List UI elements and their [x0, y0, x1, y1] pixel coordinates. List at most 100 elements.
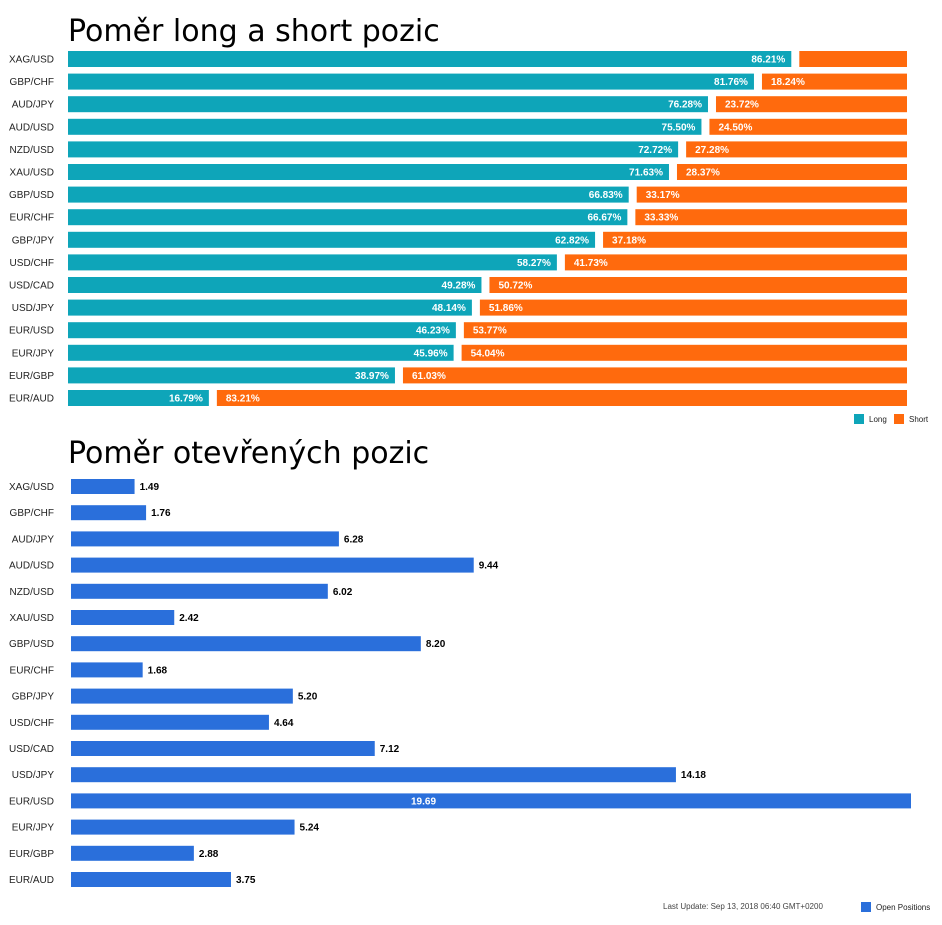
- chart-title-long-short: Poměr long a short pozic: [68, 14, 440, 49]
- long-bar-eur-jpy: [68, 344, 454, 361]
- open-bar-usd-chf: [71, 714, 269, 730]
- short-bar-eur-aud: [216, 390, 907, 406]
- short-label-eur-jpy: 54.04%: [471, 348, 505, 359]
- short-label-xau-usd: 28.37%: [686, 168, 720, 179]
- short-label-eur-gbp: 61.03%: [412, 371, 446, 382]
- long-bar-nzd-usd: [68, 141, 679, 158]
- long-bar-gbp-chf: [68, 73, 754, 90]
- open-bar-xau-usd: [71, 610, 175, 625]
- long-label-usd-chf: 58.27%: [517, 258, 551, 269]
- open-bar-eur-chf: [71, 662, 143, 678]
- long-label-aud-usd: 75.50%: [662, 122, 696, 133]
- open-label-xag-usd: 1.49: [140, 482, 160, 493]
- short-bar-aud-jpy: [715, 96, 907, 113]
- open-bar-gbp-jpy: [71, 688, 293, 704]
- short-label-gbp-usd: 33.17%: [646, 190, 680, 201]
- long-label-eur-usd: 46.23%: [416, 326, 450, 337]
- long-bar-eur-aud: [68, 390, 209, 406]
- open-category-label-usd-chf: USD/CHF: [10, 718, 54, 729]
- long-bar-usd-chf: [68, 254, 557, 271]
- long-bar-aud-usd: [68, 118, 702, 135]
- open-bar-aud-jpy: [71, 531, 339, 547]
- short-label-gbp-chf: 18.24%: [771, 77, 805, 88]
- long-bar-xag-usd: [68, 51, 792, 67]
- long-bar-eur-chf: [68, 209, 628, 226]
- long-label-usd-jpy: 48.14%: [432, 303, 466, 314]
- long-bar-gbp-usd: [68, 186, 629, 203]
- category-label-eur-usd: EUR/USD: [9, 326, 54, 337]
- open-label-eur-jpy: 5.24: [300, 823, 320, 834]
- open-category-label-xag-usd: XAG/USD: [9, 482, 54, 493]
- category-label-eur-gbp: EUR/GBP: [9, 371, 54, 382]
- open-label-usd-cad: 7.12: [380, 744, 400, 755]
- open-label-eur-aud: 3.75: [236, 875, 256, 886]
- short-label-usd-chf: 41.73%: [574, 258, 608, 269]
- long-label-xau-usd: 71.63%: [629, 168, 663, 179]
- short-label-aud-usd: 24.50%: [718, 122, 752, 133]
- open-category-label-eur-usd: EUR/USD: [9, 796, 54, 807]
- long-bar-xau-usd: [68, 164, 669, 180]
- long-label-gbp-usd: 66.83%: [589, 190, 623, 201]
- long-label-eur-jpy: 45.96%: [414, 348, 448, 359]
- open-bar-eur-usd: [71, 793, 911, 809]
- open-category-label-eur-aud: EUR/AUD: [9, 875, 54, 886]
- category-label-usd-chf: USD/CHF: [10, 258, 54, 269]
- short-bar-nzd-usd: [686, 141, 907, 158]
- short-label-eur-chf: 33.33%: [644, 213, 678, 224]
- short-bar-gbp-jpy: [603, 231, 907, 248]
- short-bar-eur-chf: [635, 209, 907, 226]
- open-label-gbp-usd: 8.20: [426, 639, 446, 650]
- short-label-usd-cad: 50.72%: [498, 281, 532, 292]
- open-bar-gbp-usd: [71, 636, 421, 652]
- open-category-label-eur-chf: EUR/CHF: [10, 665, 54, 676]
- legend-long-swatch: [854, 414, 864, 424]
- short-bar-xau-usd: [676, 164, 907, 180]
- long-bar-usd-jpy: [68, 299, 472, 316]
- short-label-aud-jpy: 23.72%: [725, 100, 759, 111]
- category-label-eur-aud: EUR/AUD: [9, 394, 54, 405]
- open-category-label-gbp-chf: GBP/CHF: [10, 508, 54, 519]
- long-bar-eur-usd: [68, 322, 456, 339]
- last-update-text: Last Update: Sep 13, 2018 06:40 GMT+0200: [663, 902, 823, 911]
- open-label-gbp-jpy: 5.20: [298, 692, 318, 703]
- short-bar-gbp-usd: [636, 186, 907, 203]
- legend-short-swatch: [894, 414, 904, 424]
- long-label-usd-cad: 49.28%: [442, 281, 476, 292]
- short-bar-eur-jpy: [461, 344, 907, 361]
- short-label-nzd-usd: 27.28%: [695, 145, 729, 156]
- long-bar-gbp-jpy: [68, 231, 596, 248]
- open-category-label-xau-usd: XAU/USD: [10, 613, 54, 624]
- legend-open-swatch: [861, 902, 871, 912]
- long-bar-usd-cad: [68, 277, 482, 293]
- open-bar-usd-jpy: [71, 767, 676, 783]
- category-label-xag-usd: XAG/USD: [9, 55, 54, 66]
- category-label-eur-jpy: EUR/JPY: [12, 348, 55, 359]
- open-category-label-aud-jpy: AUD/JPY: [12, 534, 55, 545]
- long-bar-eur-gbp: [68, 367, 395, 384]
- open-label-aud-jpy: 6.28: [344, 534, 364, 545]
- category-label-gbp-usd: GBP/USD: [9, 190, 54, 201]
- open-bar-gbp-chf: [71, 505, 147, 521]
- category-label-usd-cad: USD/CAD: [9, 281, 54, 292]
- long-label-nzd-usd: 72.72%: [638, 145, 672, 156]
- open-category-label-gbp-usd: GBP/USD: [9, 639, 54, 650]
- legend-short: Short: [894, 414, 928, 424]
- open-bar-xag-usd: [71, 479, 135, 494]
- long-label-aud-jpy: 76.28%: [668, 100, 702, 111]
- short-label-eur-aud: 83.21%: [226, 394, 260, 405]
- category-label-aud-jpy: AUD/JPY: [12, 100, 55, 111]
- category-label-nzd-usd: NZD/USD: [10, 145, 54, 156]
- category-label-gbp-jpy: GBP/JPY: [12, 235, 55, 246]
- legend-open-positions: Open Positions: [861, 902, 930, 912]
- open-bar-eur-gbp: [71, 845, 194, 861]
- open-label-usd-chf: 4.64: [274, 718, 294, 729]
- category-label-aud-usd: AUD/USD: [9, 122, 54, 133]
- open-category-label-eur-jpy: EUR/JPY: [12, 823, 55, 834]
- open-label-xau-usd: 2.42: [179, 613, 199, 624]
- short-bar-eur-gbp: [402, 367, 907, 384]
- short-bar-aud-usd: [709, 118, 907, 135]
- legend-short-label: Short: [909, 414, 929, 424]
- legend-open-label: Open Positions: [876, 902, 931, 912]
